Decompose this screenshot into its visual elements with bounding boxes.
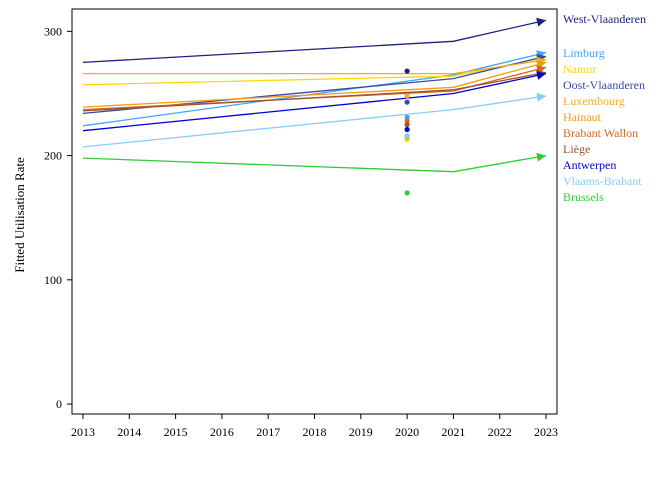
x-tick-label: 2013: [71, 425, 95, 439]
series-line: [82, 51, 547, 127]
y-tick-label: 300: [44, 24, 62, 38]
legend-entry: Oost-Vlaanderen: [563, 78, 645, 92]
y-tick-label: 100: [44, 273, 62, 287]
x-tick-label: 2018: [303, 425, 327, 439]
x-tick-label: 2014: [117, 425, 141, 439]
data-point: [404, 121, 410, 128]
x-tick-label: 2023: [534, 425, 558, 439]
y-tick-label: 0: [56, 397, 62, 411]
legend-entry: West-Vlaanderen: [563, 12, 646, 26]
y-tick-label: 200: [44, 149, 62, 163]
data-point: [404, 126, 410, 133]
series-line: [83, 59, 547, 75]
series-line: [82, 95, 547, 148]
x-tick-label: 2016: [210, 425, 234, 439]
series-line: [82, 154, 547, 173]
legend-entry: Liège: [563, 142, 590, 156]
series-line: [82, 61, 547, 108]
x-tick-label: 2022: [488, 425, 512, 439]
data-point: [404, 133, 410, 139]
legend-entry: Vlaams-Brabant: [563, 174, 642, 188]
x-tick-label: 2021: [441, 425, 465, 439]
series-line: [82, 55, 547, 115]
axes: 2013 2014 2015 2016 2017 2018 2019 2020 2021 2022…: [44, 24, 558, 439]
legend-entry: Hainaut: [563, 110, 602, 124]
points-2020: [404, 68, 410, 196]
series-lines: [82, 17, 547, 173]
legend-entry: Luxembourg: [563, 94, 625, 108]
series-arrowhead: [536, 71, 546, 80]
legend-entry: Namur: [563, 62, 596, 76]
x-tick-label: 2017: [256, 425, 280, 439]
series-arrowhead: [536, 92, 546, 102]
data-point: [404, 68, 410, 74]
series-line: [82, 19, 547, 64]
legend-entry: Antwerpen: [563, 158, 616, 172]
data-point: [404, 114, 410, 120]
legend: West-Vlaanderen Limburg Namur Oost-Vlaander…: [563, 12, 646, 204]
series-line: [82, 71, 547, 112]
legend-entry: Brussels: [563, 190, 604, 204]
series-line: [82, 72, 547, 132]
data-point: [404, 118, 410, 124]
series-arrowhead: [536, 152, 546, 162]
data-point: [404, 99, 410, 105]
x-tick-label: 2015: [164, 425, 188, 439]
x-tick-label: 2019: [349, 425, 373, 439]
x-tick-label: 2020: [395, 425, 419, 439]
series-arrowhead: [536, 17, 546, 27]
y-axis-label: Fitted Utilisation Rate: [12, 157, 27, 273]
data-point: [404, 93, 410, 99]
data-point: [404, 190, 410, 196]
legend-entry: Limburg: [563, 46, 605, 60]
legend-entry: Brabant Wallon: [563, 126, 638, 140]
